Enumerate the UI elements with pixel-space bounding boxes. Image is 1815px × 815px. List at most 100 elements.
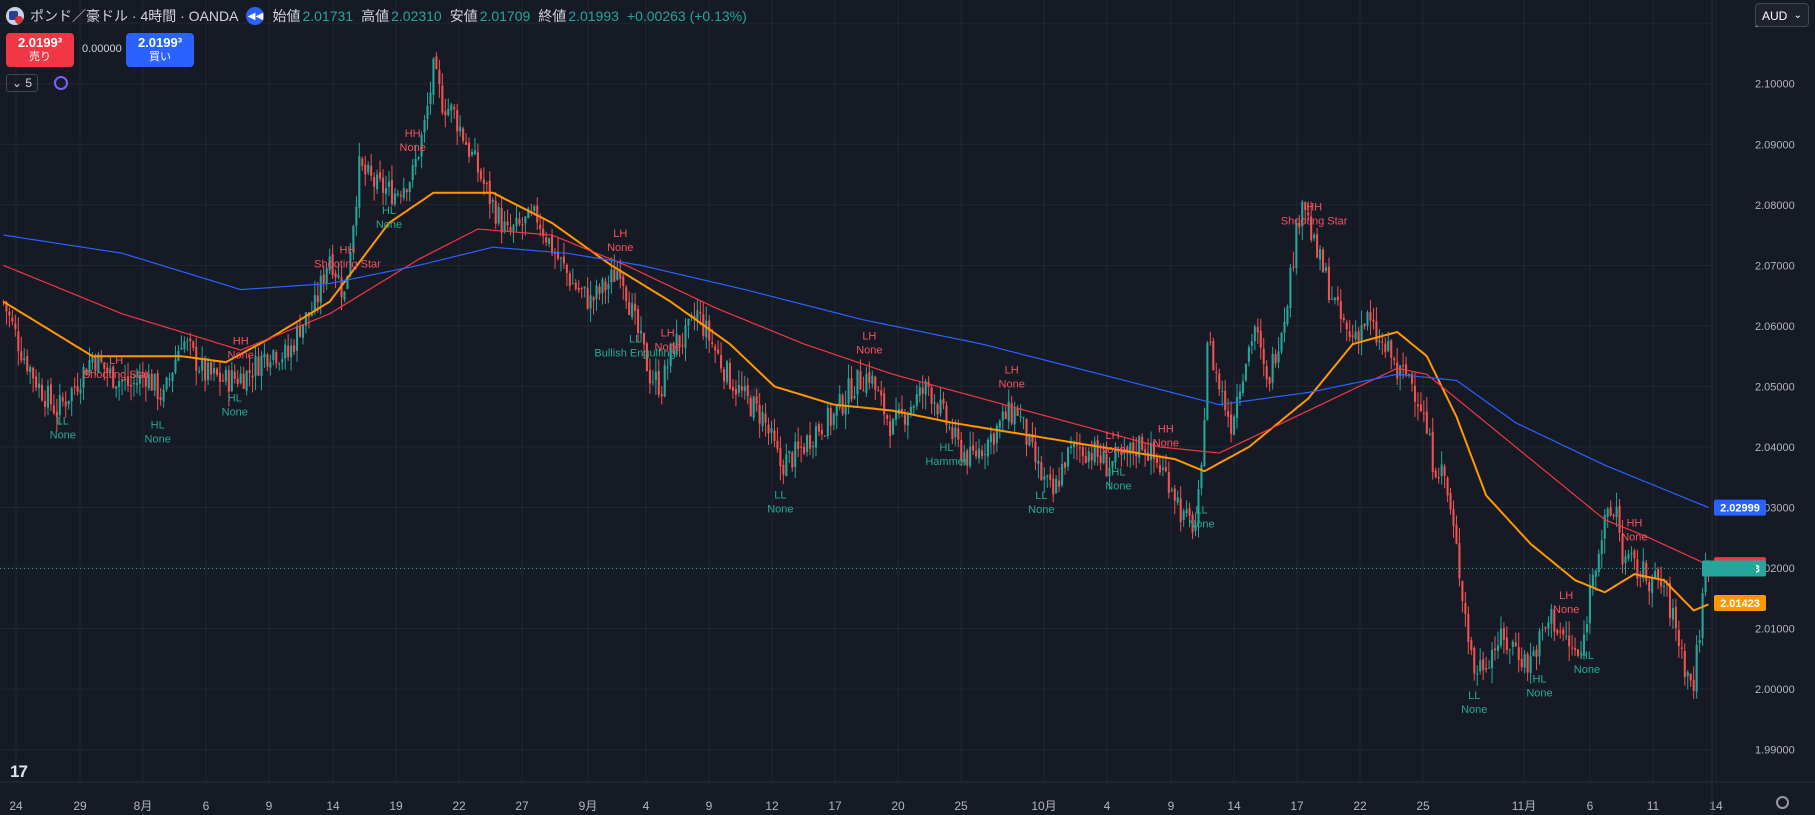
candle-body [284, 344, 287, 359]
candle [989, 426, 992, 455]
candle-body [978, 448, 981, 459]
candle-body [76, 386, 79, 392]
candle-body [221, 380, 224, 382]
candle [1324, 262, 1328, 274]
candle-body [1366, 312, 1369, 327]
candle-body [1636, 559, 1639, 579]
symbol-title[interactable]: ポンド／豪ドル · 4時間 · OANDA [30, 8, 239, 24]
candle-body [1470, 640, 1473, 650]
candle-body [1224, 390, 1227, 411]
candle [1304, 201, 1307, 224]
candle-body [1241, 381, 1245, 393]
candle-body [1582, 634, 1586, 656]
candle-body [11, 317, 14, 322]
candle [1025, 418, 1028, 457]
sell-button[interactable]: 2.0199³ 売り [6, 33, 74, 67]
currency-select[interactable]: AUD ⌄ [1755, 3, 1809, 27]
candle-body [1345, 322, 1348, 330]
buy-button[interactable]: 2.0199³ 買い [126, 33, 194, 67]
candle-body [565, 264, 568, 273]
candle-body [399, 195, 402, 197]
candle-body [1493, 648, 1497, 651]
candle-body [135, 383, 138, 385]
candle [1351, 324, 1354, 345]
candle-body [70, 388, 73, 402]
x-tick-label: 4 [643, 799, 650, 813]
candle-body [1150, 442, 1153, 461]
candle [79, 378, 82, 404]
candle [106, 362, 109, 387]
candle [272, 349, 275, 366]
candle-body [1158, 465, 1161, 473]
candle [1179, 486, 1182, 532]
candle-body [293, 345, 296, 352]
candle [770, 420, 773, 444]
candle-body [998, 420, 1001, 428]
candle-body [1431, 431, 1434, 472]
candle-body [625, 287, 628, 302]
candle [64, 391, 67, 418]
candle-body [1333, 297, 1336, 300]
candle [589, 280, 592, 322]
candle-body [1704, 563, 1707, 593]
candle-body [1090, 453, 1093, 461]
candle-body [835, 405, 838, 416]
spread-value: 0.00000 [82, 43, 122, 55]
candle-body [358, 156, 361, 208]
candle [880, 380, 883, 406]
candle [936, 402, 939, 421]
candle-body [749, 398, 752, 417]
candle-body [1502, 628, 1505, 640]
candle [310, 301, 313, 317]
candle [67, 400, 70, 410]
candle-body [447, 108, 450, 116]
close-value: 2.01993 [568, 8, 619, 24]
candle-body [918, 387, 921, 396]
candle-body [672, 343, 675, 354]
candle [755, 388, 758, 412]
ma-slow-price-tag: 2.02999 [1720, 503, 1760, 515]
candle [1345, 319, 1348, 342]
candle [1633, 548, 1636, 570]
replay-icon[interactable]: ◀◀ [246, 7, 265, 25]
candle-body [506, 221, 509, 226]
candle-body [1594, 570, 1597, 577]
candle-body [1031, 434, 1034, 443]
swing-label-pattern: Hammer [925, 456, 968, 468]
swing-label-pattern: None [1621, 531, 1647, 543]
settings-icon[interactable] [1776, 796, 1789, 809]
candle [491, 197, 494, 214]
candle-body [1191, 514, 1194, 533]
x-tick-label: 20 [891, 799, 905, 813]
candle-body [1280, 332, 1283, 352]
candle-body [1642, 561, 1645, 579]
candle [11, 309, 14, 326]
candle-body [287, 345, 290, 358]
candle-body [1108, 467, 1111, 477]
low-value: 2.01709 [479, 8, 531, 24]
candle [328, 248, 331, 274]
candle [577, 280, 580, 294]
candle [975, 441, 978, 460]
candle-body [1663, 586, 1666, 588]
candle [76, 372, 79, 396]
candle [1425, 396, 1428, 435]
candle-body [734, 388, 737, 395]
candle-body [1538, 631, 1541, 657]
candle-body [281, 359, 284, 363]
candle-body [1152, 441, 1156, 459]
candle [198, 366, 201, 374]
swing-label-type: HH [1626, 517, 1642, 529]
indicator-toggle[interactable]: ⌄ 5 [6, 74, 39, 92]
candle-body [678, 335, 681, 347]
candle [1562, 626, 1565, 642]
candle-body [1633, 550, 1636, 559]
candle [1064, 461, 1067, 475]
candle [165, 376, 168, 392]
candle [450, 102, 453, 123]
candle [1126, 445, 1129, 467]
candle [1360, 310, 1363, 356]
candle-body [124, 378, 127, 381]
